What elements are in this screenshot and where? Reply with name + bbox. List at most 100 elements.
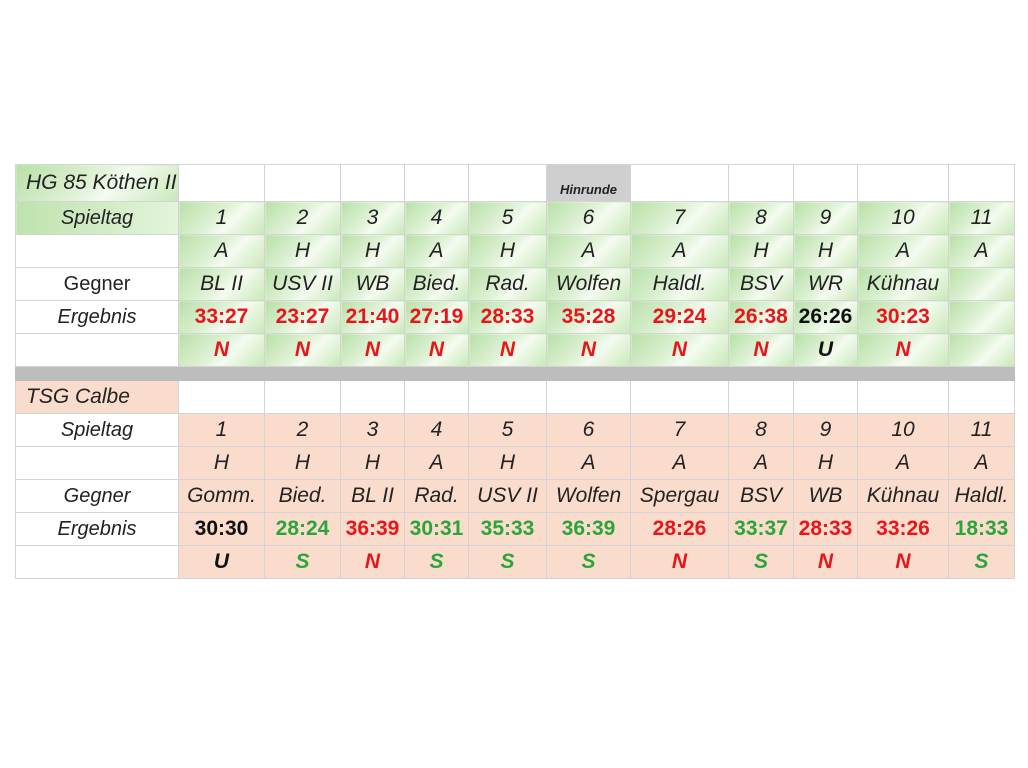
team1-spieltag-3: 3 [340, 201, 405, 235]
schedule-table: HG 85 Köthen II Hinrunde Spieltag 1 2 3 4 5 6 7 8 9… [15, 164, 1015, 579]
team2-empty-cell [948, 380, 1015, 414]
team1-venue-9: H [793, 234, 858, 268]
team2-spieltag-3: 3 [340, 413, 405, 447]
team2-spieltag-7: 7 [630, 413, 729, 447]
team2-spieltag-label: Spieltag [15, 413, 179, 447]
team2-outcome-9: N [793, 545, 858, 579]
separator-cell [468, 366, 547, 381]
team2-ergebnis-6: 36:39 [546, 512, 631, 546]
team1-gegner-label: Gegner [15, 267, 179, 301]
separator-cell [15, 366, 179, 381]
separator-cell [728, 366, 794, 381]
team2-outcome-label [15, 545, 179, 579]
team1-outcome-10: N [857, 333, 949, 367]
team2-venue-label [15, 446, 179, 480]
team2-gegner-10: Kühnau [857, 479, 949, 513]
team2-outcome-1: U [178, 545, 265, 579]
team2-spieltag-row: Spieltag 1 2 3 4 5 6 7 8 9 10 11 [15, 413, 1015, 447]
team2-gegner-5: USV II [468, 479, 547, 513]
team1-spieltag-2: 2 [264, 201, 341, 235]
team1-venue-11: A [948, 234, 1015, 268]
team1-outcome-6: N [546, 333, 631, 367]
separator-cell [546, 366, 631, 381]
team1-ergebnis-5: 28:33 [468, 300, 547, 334]
team2-ergebnis-label: Ergebnis [15, 512, 179, 546]
team2-spieltag-5: 5 [468, 413, 547, 447]
team1-venue-3: H [340, 234, 405, 268]
team2-outcome-2: S [264, 545, 341, 579]
team2-ergebnis-8: 33:37 [728, 512, 794, 546]
team1-outcome-4: N [404, 333, 469, 367]
team2-empty-cell [857, 380, 949, 414]
team2-gegner-row: Gegner Gomm. Bied. BL II Rad. USV II Wolfen Spe… [15, 479, 1015, 513]
team2-spieltag-4: 4 [404, 413, 469, 447]
team1-ergebnis-1: 33:27 [178, 300, 265, 334]
team1-outcome-9: U [793, 333, 858, 367]
team2-outcome-4: S [404, 545, 469, 579]
team2-outcome-3: N [340, 545, 405, 579]
team2-venue-3: H [340, 446, 405, 480]
team2-gegner-8: BSV [728, 479, 794, 513]
team1-venue-label [15, 234, 179, 268]
team2-empty-cell [178, 380, 265, 414]
team2-empty-cell [404, 380, 469, 414]
team1-empty-cell [264, 164, 341, 202]
team1-outcome-5: N [468, 333, 547, 367]
team2-spieltag-10: 10 [857, 413, 949, 447]
team1-venue-7: A [630, 234, 729, 268]
team2-spieltag-8: 8 [728, 413, 794, 447]
team1-ergebnis-label: Ergebnis [15, 300, 179, 334]
team1-spieltag-9: 9 [793, 201, 858, 235]
team1-gegner-3: WB [340, 267, 405, 301]
team2-spieltag-9: 9 [793, 413, 858, 447]
team2-ergebnis-11: 18:33 [948, 512, 1015, 546]
team2-venue-5: H [468, 446, 547, 480]
team2-spieltag-1: 1 [178, 413, 265, 447]
team1-gegner-8: BSV [728, 267, 794, 301]
separator-cell [948, 366, 1015, 381]
team1-ergebnis-6: 35:28 [546, 300, 631, 334]
team1-venue-4: A [404, 234, 469, 268]
team2-gegner-3: BL II [340, 479, 405, 513]
team1-spieltag-6: 6 [546, 201, 631, 235]
team1-ergebnis-row: Ergebnis 33:27 23:27 21:40 27:19 28:33 35:28 29… [15, 300, 1015, 334]
team2-ergebnis-10: 33:26 [857, 512, 949, 546]
team1-ergebnis-4: 27:19 [404, 300, 469, 334]
team2-name: TSG Calbe [15, 380, 179, 414]
team1-empty-cell [857, 164, 949, 202]
team1-spieltag-row: Spieltag 1 2 3 4 5 6 7 8 9 10 11 [15, 201, 1015, 235]
team2-outcome-8: S [728, 545, 794, 579]
separator-cell [404, 366, 469, 381]
team2-venue-1: H [178, 446, 265, 480]
team1-venue-8: H [728, 234, 794, 268]
team1-spieltag-label: Spieltag [15, 201, 179, 235]
separator-cell [264, 366, 341, 381]
team2-outcome-6: S [546, 545, 631, 579]
team1-gegner-11 [948, 267, 1015, 301]
team2-venue-11: A [948, 446, 1015, 480]
team2-venue-2: H [264, 446, 341, 480]
team2-gegner-1: Gomm. [178, 479, 265, 513]
team2-empty-cell [546, 380, 631, 414]
separator-cell [793, 366, 858, 381]
team2-outcome-7: N [630, 545, 729, 579]
team2-empty-cell [340, 380, 405, 414]
team2-spieltag-6: 6 [546, 413, 631, 447]
team2-outcome-5: S [468, 545, 547, 579]
team2-spieltag-2: 2 [264, 413, 341, 447]
team2-gegner-6: Wolfen [546, 479, 631, 513]
team1-empty-cell [404, 164, 469, 202]
team1-gegner-row: Gegner BL II USV II WB Bied. Rad. Wolfen Haldl.… [15, 267, 1015, 301]
team1-venue-1: A [178, 234, 265, 268]
team1-empty-cell [468, 164, 547, 202]
hinrunde-label: Hinrunde [546, 164, 631, 202]
team1-name: HG 85 Köthen II [15, 164, 179, 202]
separator-cell [630, 366, 729, 381]
team1-gegner-2: USV II [264, 267, 341, 301]
team1-gegner-6: Wolfen [546, 267, 631, 301]
team2-ergebnis-4: 30:31 [404, 512, 469, 546]
team1-ergebnis-8: 26:38 [728, 300, 794, 334]
team2-name-row: TSG Calbe [15, 380, 1015, 414]
